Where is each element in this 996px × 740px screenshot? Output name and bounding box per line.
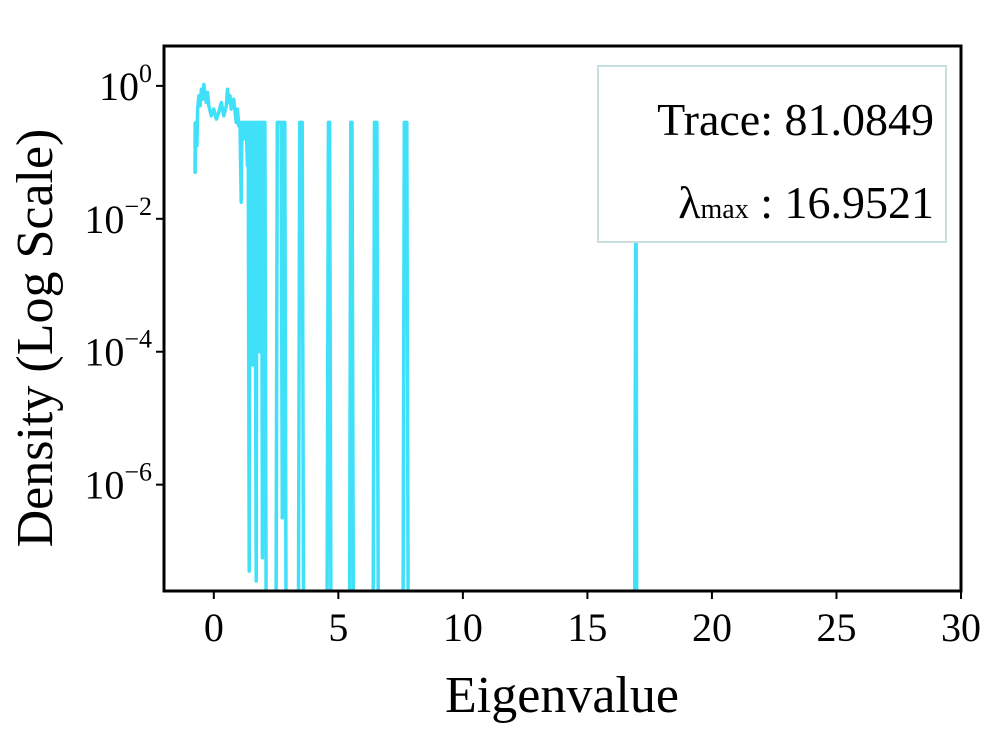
x-tick-label: 10: [443, 605, 483, 650]
density-series: [193, 82, 639, 591]
x-tick-label: 30: [941, 605, 981, 650]
x-tick-label: 15: [567, 605, 607, 650]
x-tick-label: 20: [692, 605, 732, 650]
lambda-subscript: max: [701, 194, 749, 225]
x-tick-label: 25: [816, 605, 856, 650]
y-axis: 100 10−2 10−4 10−6: [84, 59, 164, 508]
trace-annotation: Trace: 81.0849: [657, 94, 934, 145]
y-tick-label: 10−4: [84, 325, 152, 375]
lambda-max-annotation: λmax : 16.9521: [678, 177, 934, 228]
lambda-symbol: λ: [678, 177, 701, 228]
y-tick-label: 10−6: [84, 458, 152, 508]
x-tick-label: 5: [328, 605, 348, 650]
density-line-0: [193, 82, 639, 591]
plot-frame: [162, 44, 963, 593]
trace-label: Trace: [657, 94, 760, 145]
y-axis-label: Density (Log Scale): [7, 129, 64, 548]
y-tick-label: 10−2: [84, 192, 152, 242]
annotation-box: Trace: 81.0849 λmax : 16.9521: [597, 65, 947, 243]
x-axis: 0 5 10 15 20 25 30: [204, 591, 981, 650]
lambda-value: 16.9521: [785, 177, 935, 228]
x-tick-label: 0: [204, 605, 224, 650]
annotation-box-frame: [597, 65, 947, 243]
lambda-colon: :: [749, 177, 785, 228]
y-tick-label: 100: [99, 59, 152, 109]
trace-colon: :: [760, 94, 784, 145]
trace-value: 81.0849: [785, 94, 935, 145]
x-axis-label: Eigenvalue: [445, 667, 679, 724]
